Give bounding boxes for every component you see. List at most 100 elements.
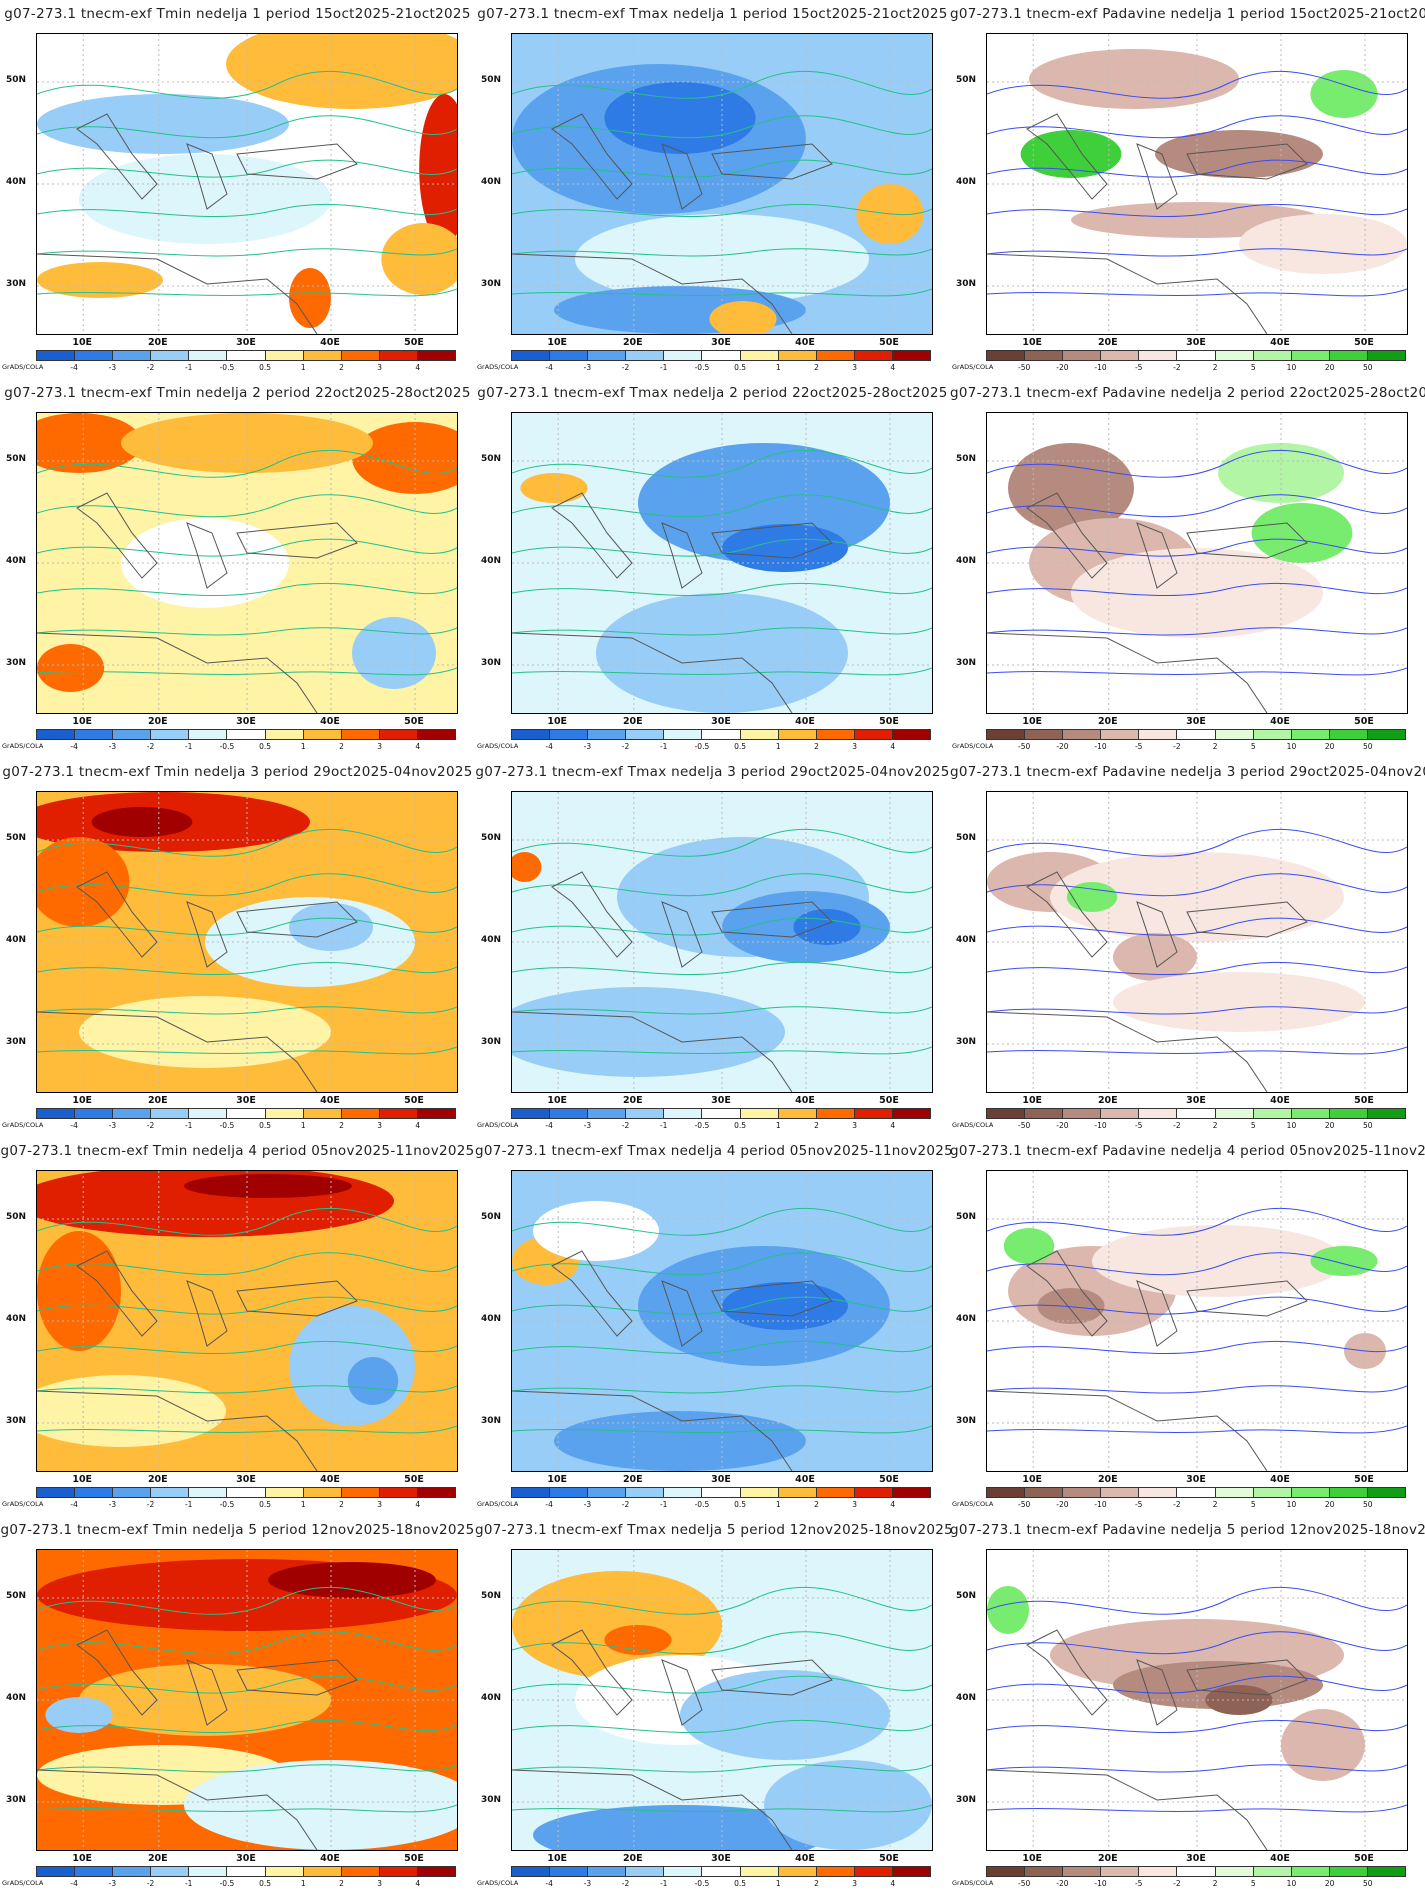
colorbar-swatch (303, 1488, 342, 1497)
colorbar-label: 4 (890, 1500, 896, 1509)
colorbar-swatch (303, 351, 342, 360)
colorbar-label: -5 (1134, 742, 1143, 751)
contour-line (37, 828, 457, 857)
anomaly-region (37, 1231, 121, 1351)
colorbar-swatch (1367, 351, 1406, 360)
colorbar-swatch (1215, 730, 1254, 739)
lat-label: 40N (6, 1693, 27, 1703)
contour-line (512, 828, 932, 857)
colorbar-label: -4 (545, 363, 553, 372)
colorbar-label: -1 (659, 1879, 668, 1888)
lon-label: 40E (320, 1853, 340, 1864)
colorbar-swatch (227, 1488, 266, 1497)
colorbar-swatch (113, 1488, 152, 1497)
anomaly-map (987, 34, 1407, 334)
lat-label: 30N (6, 279, 27, 289)
panel-title: g07-273.1 tnecm-exf Tmax nedelja 4 perio… (475, 1143, 954, 1159)
colorbar-label: 0.5 (259, 363, 272, 372)
lat-label: 40N (6, 556, 27, 566)
colorbar-label: -20 (1056, 1500, 1069, 1509)
colorbar-swatch (1215, 1867, 1254, 1876)
colorbar-swatch (113, 1867, 152, 1876)
colorbar-label: -0.5 (694, 1879, 710, 1888)
lat-label: 50N (6, 75, 27, 85)
colorbar-label: 3 (852, 742, 858, 751)
colorbar-label: 2 (814, 363, 819, 372)
anomaly-region (680, 1670, 890, 1760)
colorbar-label: -20 (1056, 1879, 1069, 1888)
colorbar-label: 20 (1324, 1121, 1335, 1130)
coastline (987, 1629, 1308, 1850)
colorbar-label: 1 (300, 742, 306, 751)
colorbar (511, 729, 931, 740)
colorbar-swatch (512, 351, 551, 360)
colorbar-swatch (1291, 1867, 1330, 1876)
colorbar-swatch (1329, 351, 1368, 360)
lat-label: 40N (956, 1693, 977, 1703)
colorbar-swatch (1329, 1867, 1368, 1876)
colorbar-label: -0.5 (219, 1879, 235, 1888)
colorbar-swatch (417, 351, 456, 360)
colorbar-swatch (1025, 351, 1064, 360)
lon-label: 20E (622, 1095, 643, 1106)
colorbar-label: 4 (415, 1500, 421, 1509)
colorbar-label: -2 (621, 1500, 630, 1509)
lon-label: 10E (1022, 1474, 1043, 1485)
colorbar-label: 0.5 (259, 1121, 272, 1130)
contour-line (37, 1252, 457, 1276)
colorbar-label: -0.5 (219, 1121, 235, 1130)
colorbar-label: 3 (852, 363, 858, 372)
colorbar-label: -1 (184, 1121, 193, 1130)
lon-label: 10E (1022, 716, 1043, 727)
contour-line (987, 1385, 1407, 1394)
contour-line (512, 667, 932, 676)
contour-line (37, 1719, 457, 1734)
colorbar-label: 50 (1363, 1500, 1373, 1509)
lon-label: 50E (404, 1853, 424, 1864)
colorbar (36, 1487, 456, 1498)
colorbar (986, 350, 1406, 361)
colorbar-label: -20 (1056, 742, 1069, 751)
colorbar-label: 3 (852, 1500, 858, 1509)
colorbar-label: -2 (1173, 363, 1181, 372)
colorbar-label: 2 (1212, 742, 1218, 751)
colorbar-label: 0.5 (734, 1500, 747, 1509)
colorbar-swatch (189, 1109, 228, 1118)
grads-credit: GrADS/COLA (952, 363, 994, 371)
colorbar-swatch (379, 1488, 418, 1497)
colorbar-swatch (626, 1488, 665, 1497)
colorbar-swatch (778, 1109, 817, 1118)
colorbar-label: -2 (146, 1121, 155, 1130)
lat-label: 30N (481, 279, 502, 289)
contour-line (37, 538, 457, 557)
colorbar-swatch (1101, 1488, 1140, 1497)
anomaly-map (512, 792, 932, 1092)
colorbar-swatch (664, 1109, 703, 1118)
colorbar-label: 10 (1286, 1121, 1297, 1130)
lon-label: 40E (795, 1853, 815, 1864)
colorbar-swatch (626, 1109, 665, 1118)
contour-line (987, 1764, 1407, 1773)
colorbar-swatch (1025, 1867, 1064, 1876)
colorbar-swatch (854, 1488, 893, 1497)
anomaly-map (512, 34, 932, 334)
colorbar-swatch (379, 1867, 418, 1876)
map-frame (986, 412, 1408, 714)
colorbar-label: -2 (146, 1500, 155, 1509)
colorbar-label: 4 (415, 1879, 421, 1888)
anomaly-region (1113, 972, 1365, 1032)
contour-line (512, 1719, 932, 1734)
colorbar-swatch (854, 1109, 893, 1118)
lat-label: 30N (481, 1037, 502, 1047)
colorbar-label: -1 (659, 742, 668, 751)
contour-line (37, 627, 457, 636)
colorbar-label: 4 (415, 363, 421, 372)
colorbar-label: -3 (108, 1500, 117, 1509)
colorbar-swatch (550, 1109, 589, 1118)
map-frame (986, 791, 1408, 1093)
panel-title: g07-273.1 tnecm-exf Padavine nedelja 5 p… (950, 1522, 1425, 1538)
lat-label: 30N (6, 1416, 27, 1426)
colorbar-swatch (816, 1109, 855, 1118)
colorbar-label: -1 (184, 363, 193, 372)
coastline (37, 871, 358, 1092)
